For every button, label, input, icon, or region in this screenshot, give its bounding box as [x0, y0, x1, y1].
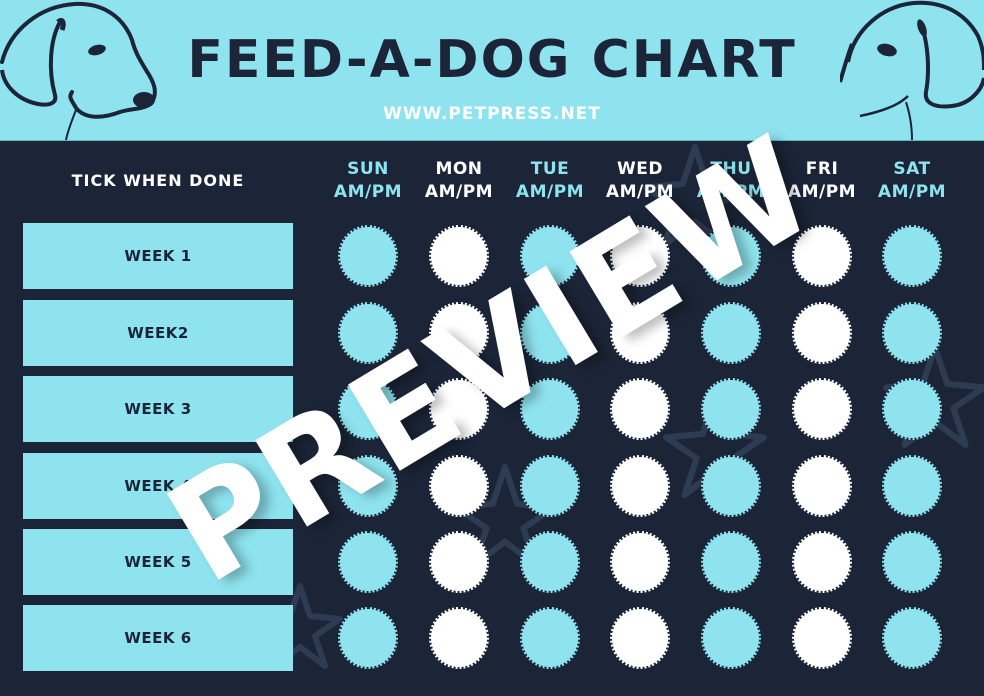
day-name: FRI [805, 159, 839, 179]
feed-checkbox-week3-mon[interactable] [429, 378, 489, 440]
day-ampm: AM/PM [787, 182, 857, 202]
feed-checkbox-week5-thu[interactable] [701, 531, 761, 593]
feed-checkbox-week3-tue[interactable] [520, 378, 580, 440]
day-header-sat: SAT AM/PM [867, 158, 957, 204]
day-name: TUE [530, 159, 570, 179]
feed-checkbox-week2-thu[interactable] [701, 302, 761, 364]
feed-checkbox-week4-thu[interactable] [701, 455, 761, 517]
week-6-bar: WEEK 6 [23, 605, 293, 671]
feed-checkbox-week2-mon[interactable] [429, 302, 489, 364]
week-1-bar: WEEK 1 [23, 223, 293, 289]
tick-when-done-label: TICK WHEN DONE [71, 171, 245, 190]
week-label: WEEK 1 [124, 247, 192, 265]
website-url: WWW.PETPRESS.NET [383, 104, 601, 124]
feed-checkbox-week3-sun[interactable] [338, 378, 398, 440]
dog-head-left-icon [0, 1, 157, 140]
feed-checkbox-week6-sat[interactable] [882, 607, 942, 669]
feed-checkbox-week5-tue[interactable] [520, 531, 580, 593]
day-header-thu: THU AM/PM [686, 158, 776, 204]
feed-checkbox-week1-fri[interactable] [792, 225, 852, 287]
feed-checkbox-week1-sat[interactable] [882, 225, 942, 287]
dog-head-right-icon [840, 0, 984, 140]
day-name: WED [617, 159, 663, 179]
feed-checkbox-week4-fri[interactable] [792, 455, 852, 517]
feed-checkbox-week4-sun[interactable] [338, 455, 398, 517]
day-header-fri: FRI AM/PM [777, 158, 867, 204]
feed-checkbox-week2-tue[interactable] [520, 302, 580, 364]
day-ampm: AM/PM [877, 182, 947, 202]
day-ampm: AM/PM [333, 182, 403, 202]
week-label: WEEK 5 [124, 553, 192, 571]
feed-checkbox-week6-fri[interactable] [792, 607, 852, 669]
day-header-wed: WED AM/PM [595, 158, 685, 204]
feed-checkbox-week4-mon[interactable] [429, 455, 489, 517]
week-3-bar: WEEK 3 [23, 376, 293, 442]
page-title: FEED-A-DOG CHART [187, 30, 797, 90]
feed-checkbox-week5-sat[interactable] [882, 531, 942, 593]
feed-checkbox-week3-wed[interactable] [610, 378, 670, 440]
feed-checkbox-week6-tue[interactable] [520, 607, 580, 669]
feed-checkbox-week2-fri[interactable] [792, 302, 852, 364]
feed-checkbox-week1-mon[interactable] [429, 225, 489, 287]
week-label: WEEK 6 [124, 629, 192, 647]
feed-checkbox-week3-fri[interactable] [792, 378, 852, 440]
feed-checkbox-week5-sun[interactable] [338, 531, 398, 593]
feed-checkbox-week2-wed[interactable] [610, 302, 670, 364]
day-header-mon: MON AM/PM [414, 158, 504, 204]
feed-checkbox-week2-sat[interactable] [882, 302, 942, 364]
feed-checkbox-week6-mon[interactable] [429, 607, 489, 669]
star-decoration-icon [643, 144, 747, 248]
feed-checkbox-week1-tue[interactable] [520, 225, 580, 287]
feed-checkbox-week4-tue[interactable] [520, 455, 580, 517]
day-name: SUN [347, 159, 389, 179]
feed-checkbox-week2-sun[interactable] [338, 302, 398, 364]
feed-checkbox-week5-fri[interactable] [792, 531, 852, 593]
day-ampm: AM/PM [605, 182, 675, 202]
day-name: SAT [893, 159, 931, 179]
feed-checkbox-week5-mon[interactable] [429, 531, 489, 593]
day-name: THU [710, 159, 752, 179]
day-ampm: AM/PM [515, 182, 585, 202]
feed-checkbox-week6-sun[interactable] [338, 607, 398, 669]
day-header-sun: SUN AM/PM [323, 158, 413, 204]
feed-checkbox-week6-thu[interactable] [701, 607, 761, 669]
feed-checkbox-week1-wed[interactable] [610, 225, 670, 287]
week-label: WEEK 3 [124, 400, 192, 418]
feed-checkbox-week1-thu[interactable] [701, 225, 761, 287]
feed-checkbox-week4-sat[interactable] [882, 455, 942, 517]
week-4-bar: WEEK 4 [23, 453, 293, 519]
feed-checkbox-week6-wed[interactable] [610, 607, 670, 669]
feed-checkbox-week1-sun[interactable] [338, 225, 398, 287]
day-ampm: AM/PM [696, 182, 766, 202]
feed-checkbox-week3-sat[interactable] [882, 378, 942, 440]
week-label: WEEK 4 [124, 477, 192, 495]
header-banner: FEED-A-DOG CHART WWW.PETPRESS.NET [0, 0, 984, 141]
week-5-bar: WEEK 5 [23, 529, 293, 595]
week-label: WEEK2 [127, 324, 189, 342]
day-ampm: AM/PM [424, 182, 494, 202]
day-header-tue: TUE AM/PM [505, 158, 595, 204]
week-2-bar: WEEK2 [23, 300, 293, 366]
day-name: MON [435, 159, 483, 179]
feed-checkbox-week5-wed[interactable] [610, 531, 670, 593]
feed-checkbox-week4-wed[interactable] [610, 455, 670, 517]
feed-checkbox-week3-thu[interactable] [701, 378, 761, 440]
